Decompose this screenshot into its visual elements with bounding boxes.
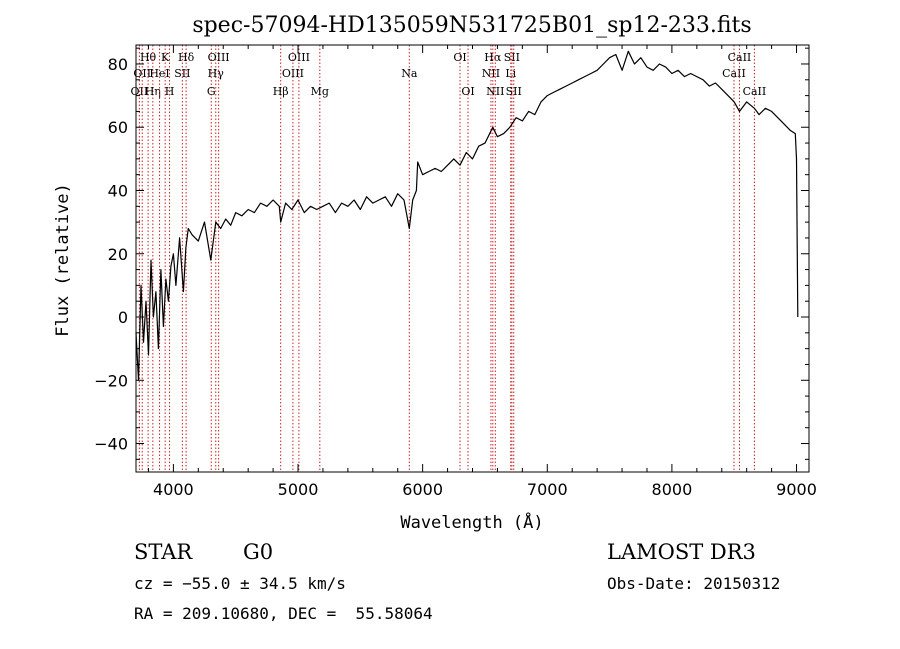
- x-tick-label: 8000: [652, 480, 693, 499]
- line-marker-label: SII: [174, 67, 190, 80]
- spectrum-series: [135, 50, 799, 381]
- x-axis-label: Wavelength (Å): [400, 511, 543, 533]
- x-axis: 4000 5000 6000 7000 8000 9000: [147, 45, 817, 499]
- line-marker-label: OIII: [282, 67, 304, 80]
- line-marker-label: Hα: [484, 51, 502, 64]
- line-marker-label: Na: [401, 67, 418, 80]
- spectrum-line: [135, 50, 799, 381]
- y-axis-label: Flux (relative): [53, 183, 73, 337]
- line-marker-label: Hγ: [208, 67, 225, 80]
- line-marker-label: SII: [504, 51, 520, 64]
- line-marker-label: SII: [506, 85, 522, 98]
- line-marker-label: K: [161, 51, 170, 64]
- y-axis: −40 −20 0 20 40 60 80: [94, 47, 809, 460]
- line-marker-label: NII: [482, 67, 500, 80]
- chart-title: spec-57094-HD135059N531725B01_sp12-233.f…: [192, 13, 751, 38]
- x-tick-label: 7000: [527, 480, 568, 499]
- y-tick-label: 60: [108, 118, 128, 137]
- line-marker-label: HeI: [149, 67, 169, 80]
- line-marker-label: Hδ: [178, 51, 195, 64]
- line-marker-label: OIII: [288, 51, 310, 64]
- line-marker-label: Hθ: [140, 51, 157, 64]
- line-marker-label: Hβ: [273, 85, 289, 98]
- line-marker-label: NII: [486, 85, 504, 98]
- y-tick-label: 0: [118, 308, 128, 327]
- x-tick-label: 6000: [402, 480, 443, 499]
- obs-date-line: Obs-Date: 20150312: [607, 574, 781, 593]
- redshift-line: cz = −55.0 ± 34.5 km/s: [134, 574, 346, 593]
- x-tick-label: 5000: [278, 480, 319, 499]
- coordinates-line: RA = 209.10680, DEC = 55.58064: [134, 604, 433, 623]
- line-marker-label: Li: [505, 67, 516, 80]
- line-marker-label: H: [165, 85, 175, 98]
- y-tick-label: −20: [94, 371, 128, 390]
- line-marker-label: Hη: [145, 85, 161, 98]
- line-marker-label: CaII: [728, 51, 752, 64]
- survey-name: LAMOST DR3: [607, 540, 756, 564]
- line-marker-label: OI: [461, 85, 474, 98]
- object-class: STAR: [134, 540, 193, 564]
- object-subclass: G0: [243, 540, 274, 564]
- x-tick-label: 4000: [153, 480, 194, 499]
- line-marker-label: OII: [131, 85, 149, 98]
- line-marker-label: Mg: [311, 85, 329, 98]
- line-marker-label: OI: [453, 51, 466, 64]
- emission-line-markers: OII OII Hθ Hη HeI K H SII Hδ G Hγ OIII Hβ OIII OIII Mg N…: [131, 45, 767, 472]
- line-marker-label: OII: [133, 67, 151, 80]
- y-tick-label: 40: [108, 181, 128, 200]
- y-tick-label: 80: [108, 55, 128, 74]
- x-tick-label: 9000: [776, 480, 817, 499]
- line-marker-label: OIII: [208, 51, 230, 64]
- line-marker-label: CaII: [722, 67, 746, 80]
- line-marker-label: CaII: [743, 85, 767, 98]
- y-tick-label: 20: [108, 245, 128, 264]
- plot-frame: [135, 44, 810, 473]
- line-marker-label: G: [207, 85, 216, 98]
- y-tick-label: −40: [94, 435, 128, 454]
